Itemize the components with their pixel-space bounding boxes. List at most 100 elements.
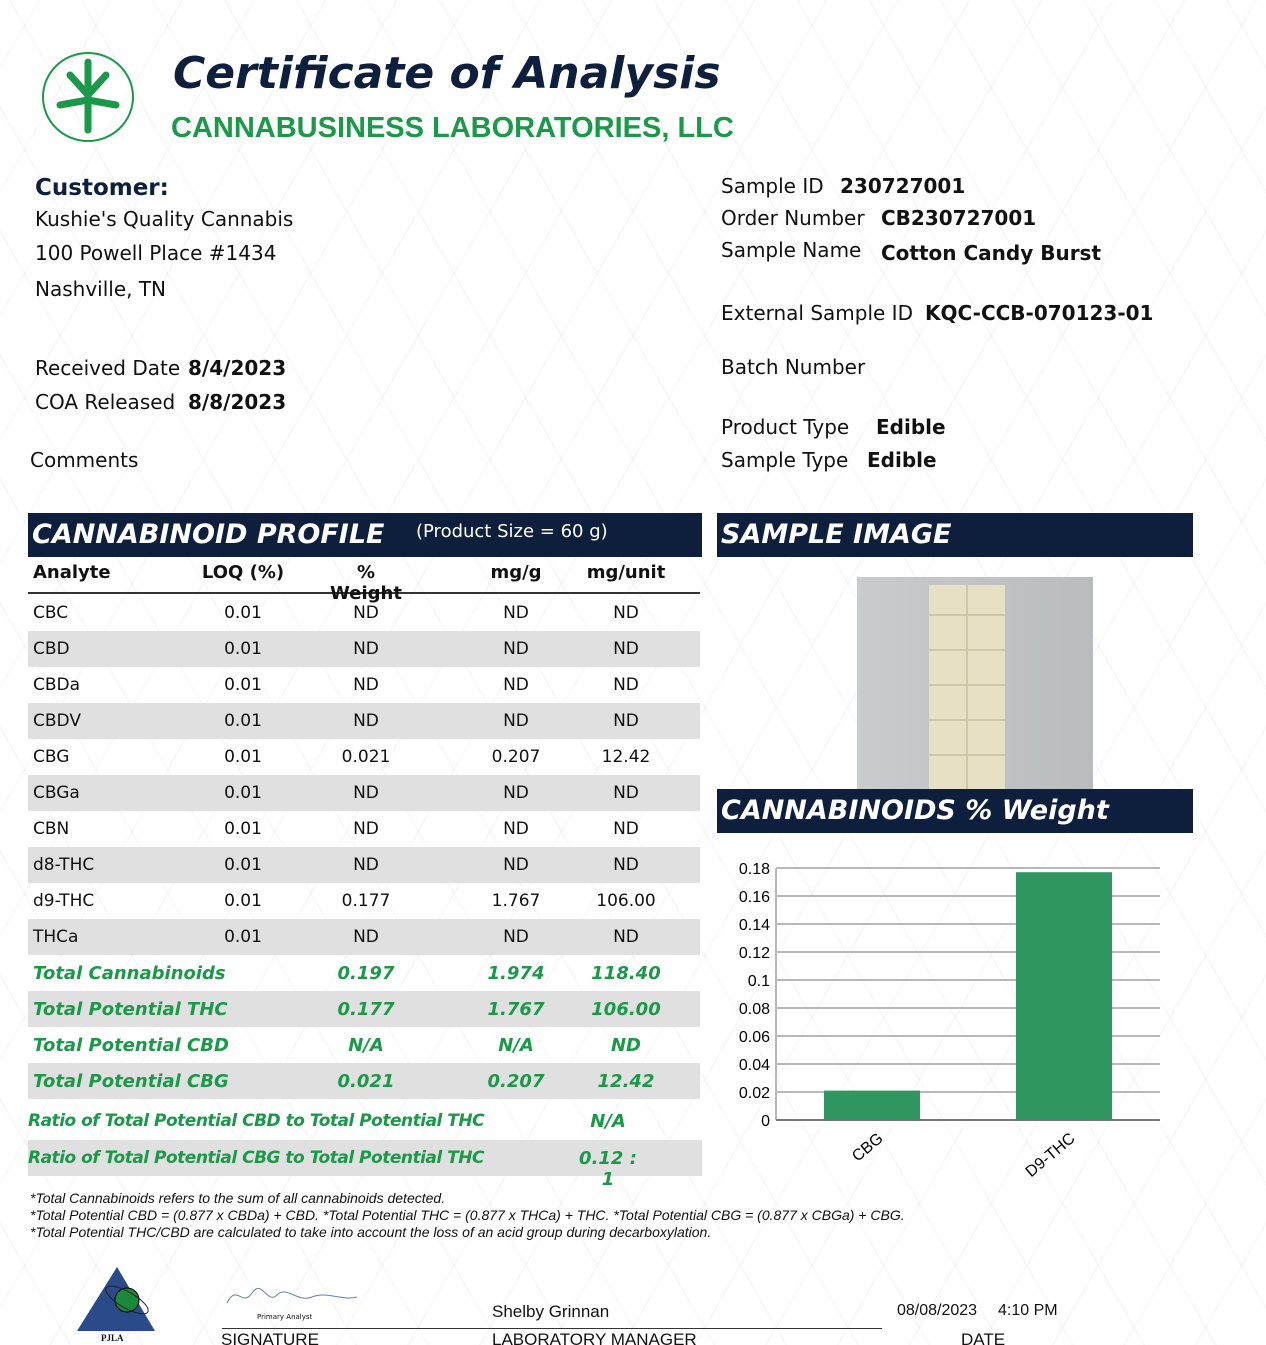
table-row: CBD 0.01 ND ND ND <box>28 631 700 667</box>
cell-4: ND <box>613 639 639 659</box>
customer-city: Nashville, TN <box>35 277 167 301</box>
cell-4: 12.42 <box>601 747 651 767</box>
y-tick-label: 0.14 <box>739 917 770 934</box>
table-row: CBC 0.01 ND ND ND <box>28 595 700 631</box>
total-cell-1: N/A <box>348 1035 384 1056</box>
manager-label: LABORATORY MANAGER <box>492 1330 697 1345</box>
sample-name-label: Sample Name <box>721 238 862 262</box>
manager-name: Shelby Grinnan <box>492 1302 610 1321</box>
customer-label: Customer: <box>35 175 169 201</box>
cell-3: 1.767 <box>491 891 541 911</box>
sample-image <box>857 577 1093 789</box>
ratio-label: Ratio of Total Potential CBD to Total Po… <box>28 1111 485 1131</box>
total-cell-3: ND <box>610 1035 641 1056</box>
table-row: d9-THC 0.01 0.177 1.767 106.00 <box>28 883 700 919</box>
note-3: *Total Potential THC/CBD are calculated … <box>30 1224 712 1240</box>
ratio-row: Ratio of Total Potential CBD to Total Po… <box>28 1103 702 1139</box>
y-tick-label: 0 <box>761 1113 770 1130</box>
cell-3: ND <box>503 927 529 947</box>
edible-product-image <box>929 585 1005 789</box>
released-date: 8/8/2023 <box>188 390 287 414</box>
cell-2: ND <box>353 783 379 803</box>
y-tick-label: 0.02 <box>739 1085 770 1102</box>
cell-1: 0.01 <box>224 783 262 803</box>
total-cell-2: 1.974 <box>487 963 545 984</box>
col-mg-g: mg/g <box>490 562 542 583</box>
weight-bar-chart: 0 0.02 0.04 0.06 0.08 0.1 0.12 0.14 0.16 0.18 CBG D… <box>739 861 1160 1181</box>
chart-header: CANNABINOIDS % Weight <box>717 789 1193 833</box>
total-cell-2: 0.207 <box>487 1071 545 1092</box>
cell-2: ND <box>353 675 379 695</box>
y-tick-label: 0.12 <box>739 945 770 962</box>
table-row: CBDV 0.01 ND ND ND <box>28 703 700 739</box>
customer-name: Kushie's Quality Cannabis <box>35 207 294 231</box>
table-row: d8-THC 0.01 ND ND ND <box>28 847 700 883</box>
cell-1: 0.01 <box>224 747 262 767</box>
order-number-label: Order Number <box>721 206 865 230</box>
cell-0: CBDa <box>33 675 81 695</box>
profile-title: CANNABINOID PROFILE <box>32 519 385 550</box>
total-cell-3: 12.42 <box>597 1071 655 1092</box>
product-size: (Product Size = 60 g) <box>416 521 608 542</box>
col-analyte: Analyte <box>33 562 111 583</box>
cell-4: ND <box>613 819 639 839</box>
cell-0: d9-THC <box>33 891 95 911</box>
external-id-label: External Sample ID <box>721 301 913 325</box>
cell-0: CBGa <box>33 783 80 803</box>
cell-2: ND <box>353 855 379 875</box>
y-tick-label: 0.1 <box>748 973 770 990</box>
cell-2: ND <box>353 927 379 947</box>
sample-name: Cotton Candy Burst <box>881 241 1102 265</box>
cell-0: CBC <box>33 603 69 623</box>
table-row: CBN 0.01 ND ND ND <box>28 811 700 847</box>
total-cell-0: Total Potential THC <box>33 999 228 1020</box>
cell-1: 0.01 <box>224 675 262 695</box>
cell-2: ND <box>353 819 379 839</box>
col-weight: % Weight <box>330 562 402 604</box>
cell-0: CBDV <box>33 711 81 731</box>
pjla-label: PJLA <box>101 1333 124 1343</box>
total-row: Total Potential CBG 0.021 0.207 12.42 <box>28 1063 700 1099</box>
total-row: Total Potential CBD N/A N/A ND <box>28 1027 700 1063</box>
received-label: Received Date <box>35 356 181 380</box>
cell-3: ND <box>503 603 529 623</box>
cell-3: 0.207 <box>491 747 541 767</box>
cell-1: 0.01 <box>224 603 262 623</box>
ratio-value: N/A <box>590 1111 626 1132</box>
sample-type-label: Sample Type <box>721 448 849 472</box>
total-cell-1: 0.021 <box>337 1071 395 1092</box>
released-label: COA Released <box>35 390 176 414</box>
total-cell-1: 0.177 <box>337 999 395 1020</box>
cell-2: ND <box>353 711 379 731</box>
date-label: DATE <box>961 1330 1006 1345</box>
total-cell-1: 0.197 <box>337 963 395 984</box>
comments-label: Comments <box>30 448 139 472</box>
total-cell-3: 118.40 <box>591 963 661 984</box>
cell-4: ND <box>613 855 639 875</box>
cell-1: 0.01 <box>224 711 262 731</box>
y-tick-label: 0.04 <box>739 1057 770 1074</box>
sample-image-header: SAMPLE IMAGE <box>717 513 1193 557</box>
cell-1: 0.01 <box>224 819 262 839</box>
cell-1: 0.01 <box>224 927 262 947</box>
table-row: CBGa 0.01 ND ND ND <box>28 775 700 811</box>
ratio-label: Ratio of Total Potential CBG to Total Po… <box>28 1148 484 1168</box>
ratio-row: Ratio of Total Potential CBG to Total Po… <box>28 1140 702 1190</box>
lab-logo-icon <box>42 52 134 142</box>
cell-3: ND <box>503 675 529 695</box>
cell-4: 106.00 <box>596 891 656 911</box>
cell-1: 0.01 <box>224 891 262 911</box>
pjla-logo-icon <box>77 1267 155 1331</box>
product-type-label: Product Type <box>721 415 850 439</box>
note-2: *Total Potential CBD = (0.877 x CBDa) + … <box>30 1207 905 1223</box>
table-row: THCa 0.01 ND ND ND <box>28 919 700 955</box>
total-cell-2: 1.767 <box>487 999 545 1020</box>
primary-analyst-label: Primary Analyst <box>257 1313 313 1321</box>
total-row: Total Potential THC 0.177 1.767 106.00 <box>28 991 700 1027</box>
document-title: Certificate of Analysis <box>173 48 721 99</box>
cell-0: THCa <box>33 927 79 947</box>
cell-2: ND <box>353 603 379 623</box>
cell-3: ND <box>503 783 529 803</box>
external-id: KQC-CCB-070123-01 <box>925 301 1154 325</box>
